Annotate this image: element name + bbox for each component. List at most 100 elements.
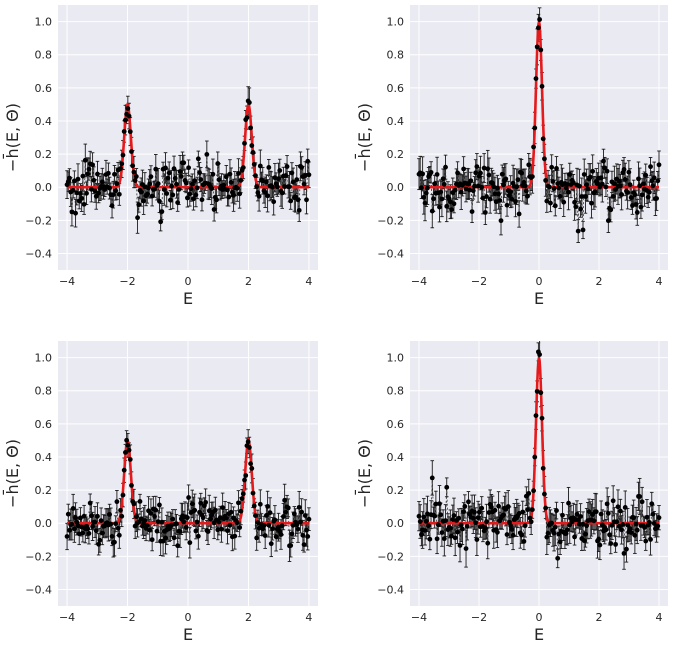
data-point xyxy=(85,526,91,532)
data-point xyxy=(175,543,181,549)
data-point xyxy=(534,388,540,394)
data-point xyxy=(119,513,125,519)
data-point xyxy=(110,192,116,198)
data-point xyxy=(580,227,586,233)
data-point xyxy=(74,190,80,196)
data-point xyxy=(648,536,653,542)
data-point xyxy=(622,177,628,182)
data-point xyxy=(577,183,582,189)
data-point xyxy=(64,534,70,539)
data-point xyxy=(96,190,102,196)
data-point xyxy=(429,475,435,481)
data-point xyxy=(519,170,524,176)
data-point xyxy=(71,178,77,184)
data-point xyxy=(284,164,290,169)
y-tick-label: 0.6 xyxy=(35,82,53,95)
data-point xyxy=(466,499,471,505)
data-point xyxy=(544,198,550,204)
data-point xyxy=(461,509,467,514)
x-tick-label: 2 xyxy=(596,275,603,288)
data-point xyxy=(107,512,113,517)
y-tick-label: −0.2 xyxy=(377,550,404,563)
data-point xyxy=(70,506,76,511)
data-point xyxy=(452,187,458,193)
data-point xyxy=(238,508,244,514)
data-point xyxy=(605,218,611,224)
data-point xyxy=(239,496,245,501)
data-point xyxy=(609,523,615,528)
data-point xyxy=(486,172,492,178)
data-point xyxy=(555,181,561,186)
data-point xyxy=(253,513,258,519)
data-point xyxy=(508,189,514,195)
data-point xyxy=(522,183,528,189)
data-point xyxy=(633,521,639,527)
data-point xyxy=(564,182,570,187)
data-point xyxy=(619,192,625,197)
data-point xyxy=(444,484,450,490)
data-point xyxy=(226,194,232,200)
data-point xyxy=(123,449,128,455)
data-point xyxy=(204,151,210,157)
data-point xyxy=(575,228,581,234)
data-point xyxy=(616,178,622,184)
data-point xyxy=(561,199,567,205)
data-point xyxy=(566,500,571,506)
panel-2: −0.4 −0.2 0.0 0.2 0.4 0.6 0.8 1.0 −4 −2 0 2 4 E −h̄(E,… xyxy=(355,5,668,308)
y-tick-label: −0.2 xyxy=(377,214,404,227)
data-point xyxy=(163,165,168,171)
data-point xyxy=(551,186,557,192)
data-point xyxy=(645,194,651,200)
data-point xyxy=(118,507,123,513)
data-point xyxy=(113,521,119,527)
data-point xyxy=(421,194,427,200)
data-point xyxy=(234,185,240,191)
data-point xyxy=(520,509,526,515)
data-point xyxy=(181,519,187,525)
data-point xyxy=(439,530,445,536)
data-point xyxy=(266,522,272,528)
data-point xyxy=(640,181,646,187)
data-point xyxy=(214,197,219,203)
data-point xyxy=(543,177,549,183)
data-point xyxy=(159,519,165,525)
data-point xyxy=(67,527,72,533)
data-point xyxy=(215,527,221,533)
data-point xyxy=(456,515,462,521)
data-point xyxy=(501,182,506,188)
data-point xyxy=(161,187,167,192)
x-tick-label: −4 xyxy=(411,611,427,624)
data-point xyxy=(449,533,454,539)
data-point xyxy=(306,172,312,178)
data-point xyxy=(228,509,234,515)
data-point xyxy=(251,503,257,509)
data-point xyxy=(195,533,201,539)
data-point xyxy=(528,519,534,525)
data-point xyxy=(591,518,597,524)
data-point xyxy=(654,196,659,201)
data-point xyxy=(479,505,485,511)
data-point xyxy=(135,215,140,221)
data-point xyxy=(655,178,661,184)
data-point xyxy=(521,179,527,185)
data-point xyxy=(429,208,435,214)
data-point xyxy=(84,190,89,196)
data-point xyxy=(129,149,134,154)
data-point xyxy=(238,177,244,183)
data-point xyxy=(634,210,640,215)
y-tick-label: 0.4 xyxy=(35,451,53,464)
data-point xyxy=(482,525,488,531)
data-point xyxy=(236,500,241,506)
data-point xyxy=(187,191,193,197)
data-point xyxy=(462,504,468,509)
data-point xyxy=(127,129,133,135)
data-point xyxy=(245,439,251,445)
data-point xyxy=(169,522,174,528)
data-point xyxy=(496,503,501,509)
data-point xyxy=(618,508,623,514)
data-point xyxy=(551,530,557,536)
data-point xyxy=(126,447,132,453)
data-point xyxy=(73,210,78,216)
data-point xyxy=(119,161,125,167)
data-point xyxy=(272,175,278,181)
